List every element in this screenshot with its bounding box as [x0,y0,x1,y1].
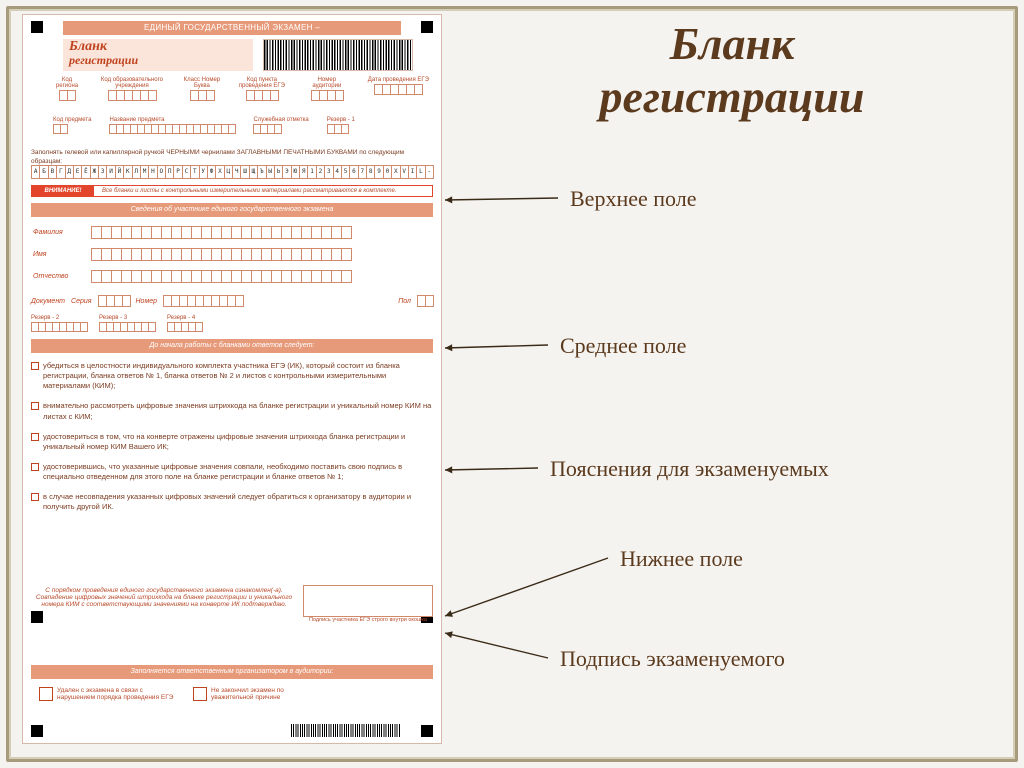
form-column: ЕДИНЫЙ ГОСУДАРСТВЕННЫЙ ЭКЗАМЕН – Бланк р… [0,0,440,768]
doc-label: Документ [31,298,65,305]
section-participant-info: Сведения об участнике единого государств… [31,203,433,217]
form-title-line2: регистрации [69,54,247,66]
doc-series-label: Серия [71,298,91,305]
top-fields-row: Код регионаКод образовательного учрежден… [53,77,429,101]
fiducial-marker [31,21,43,33]
form-banner: ЕДИНЫЙ ГОСУДАРСТВЕННЫЙ ЭКЗАМЕН – [63,21,401,35]
gender-cells [417,295,433,307]
doc-number-label: Номер [136,298,158,305]
admin-section: Заполняется ответственным организатором … [31,665,433,713]
row2-fields: Код предметаНазвание предметаСлужебная о… [53,117,429,134]
admin-options: Удален с экзамена в связи с нарушением п… [31,687,433,701]
signature-caption: Подпись участника ЕГЭ строго внутри окош… [303,617,433,623]
instructions-list: убедиться в целостности индивидуального … [31,361,433,522]
section-before-start: До начала работы с бланками ответов след… [31,339,433,353]
checkbox-icon [39,687,53,701]
signature-field [303,585,433,617]
document-row: Документ Серия Номер Пол [31,293,433,309]
slide-title: Бланк регистрации [440,18,1024,124]
annotation-label: Подпись экзаменуемого [560,646,785,672]
annotation-label: Нижнее поле [620,546,743,572]
fill-instruction: Заполнять гелевой или капиллярной ручкой… [31,149,433,167]
checkbox-icon [193,687,207,701]
fiducial-marker [421,21,433,33]
title-line1: Бланк [440,18,1024,71]
gender-label: Пол [398,298,411,305]
registration-form: ЕДИНЫЙ ГОСУДАРСТВЕННЫЙ ЭКЗАМЕН – Бланк р… [22,14,442,744]
admin-opt-notfinished: Не закончил экзамен по уважительной прич… [193,687,311,701]
doc-number-cells [163,295,243,307]
barcode-icon [263,39,413,71]
signature-statement: С порядком проведения единого государств… [31,585,297,629]
annotations-column: Бланк регистрации Верхнее поле Среднее по… [440,0,1024,768]
doc-series-cells [98,295,130,307]
annotation-label: Пояснения для экзаменуемых [550,456,829,482]
title-line2: регистрации [440,71,1024,124]
slide-layout: ЕДИНЫЙ ГОСУДАРСТВЕННЫЙ ЭКЗАМЕН – Бланк р… [0,0,1024,768]
signature-block: С порядком проведения единого государств… [31,585,433,629]
admin-band: Заполняется ответственным организатором … [31,665,433,679]
attention-text: Все бланки и листы с контрольными измери… [102,188,397,194]
annotation-label: Верхнее поле [570,186,696,212]
reserve-row: Резерв - 2Резерв - 3Резерв - 4 [31,315,433,329]
form-title-line1: Бланк [69,40,247,54]
alphabet-sample: АБВГДЕЁЖЗИЙКЛМНОПРСТУФХЦЧШЩЪЫЬЭЮЯ1234567… [31,165,433,179]
annotation-label: Среднее поле [560,333,686,359]
fiducial-marker [421,725,433,737]
barcode-icon [291,724,401,737]
fiducial-marker [31,725,43,737]
form-title: Бланк регистрации [63,39,253,71]
attention-band: ВНИМАНИЕ! Все бланки и листы с контрольн… [31,185,433,197]
admin-opt-removed: Удален с экзамена в связи с нарушением п… [39,687,177,701]
attention-tag: ВНИМАНИЕ! [32,185,94,197]
